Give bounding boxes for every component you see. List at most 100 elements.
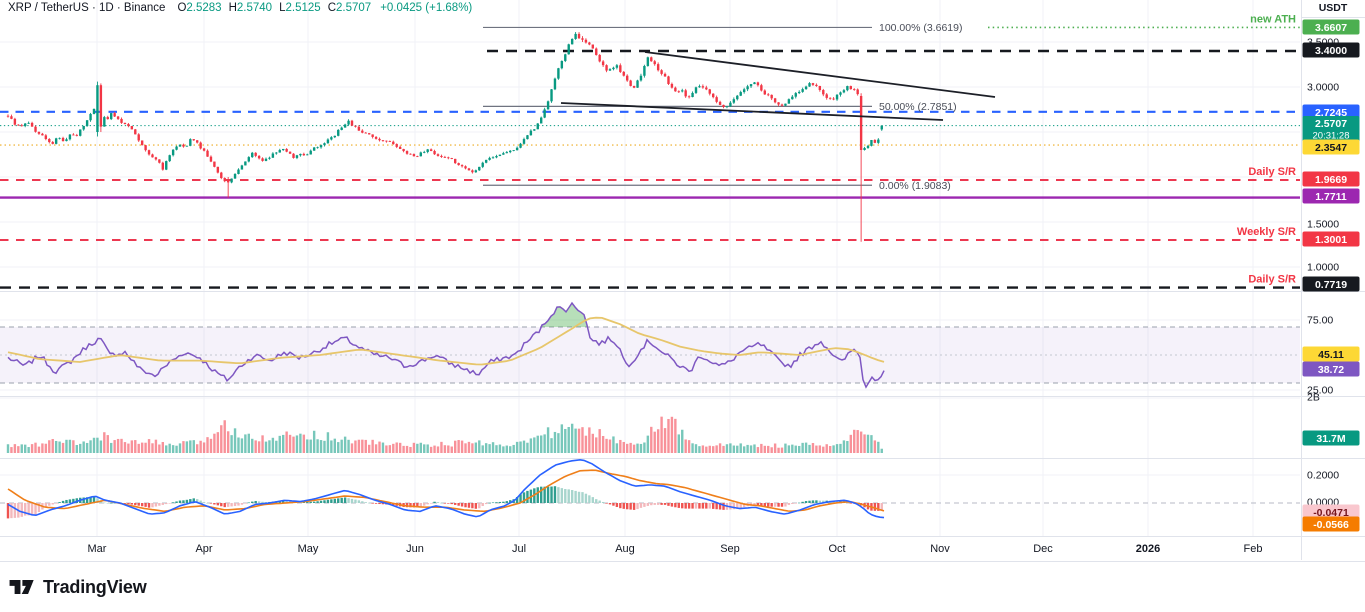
volume-bar (718, 443, 722, 453)
volume-bar (681, 429, 684, 453)
macd-histogram-bar (801, 501, 804, 503)
macd-histogram-bar (137, 503, 140, 506)
candle-body (37, 131, 41, 134)
time-axis-label[interactable]: Oct (828, 543, 845, 555)
macd-histogram-bar (337, 498, 340, 503)
volume-bar (880, 448, 883, 453)
candle-body (226, 179, 230, 183)
candle-body (615, 65, 619, 68)
volume-bar (581, 427, 584, 453)
macd-histogram-bar (110, 502, 113, 504)
macd-histogram-bar (426, 503, 429, 505)
volume-bar (832, 445, 835, 453)
volume-bar (110, 442, 113, 453)
symbol-title[interactable]: XRP / TetherUS · 1D · Binance (8, 2, 166, 14)
macd-histogram-bar (588, 495, 591, 503)
macd-histogram-bar (354, 499, 357, 503)
macd-histogram-bar (175, 501, 178, 503)
macd-histogram-bar (61, 500, 65, 503)
candle-body (588, 42, 591, 45)
trendline[interactable] (560, 102, 944, 121)
candle-body (92, 109, 96, 114)
rsi-badge (1302, 361, 1360, 377)
candle-body (416, 156, 419, 158)
macd-histogram-bar (10, 503, 13, 519)
volume-bar (402, 445, 405, 453)
rsi-badge (1302, 346, 1360, 362)
candle-body (746, 86, 749, 90)
macd-histogram-bar (196, 499, 199, 503)
macd-histogram-bar (223, 503, 226, 508)
candle-body (749, 84, 753, 87)
candle-body (175, 146, 178, 150)
candle-body (405, 151, 409, 154)
time-axis-label[interactable]: Mar (88, 543, 107, 555)
time-axis-label[interactable]: Jul (512, 543, 526, 555)
candle-body (519, 143, 522, 148)
candle-body (216, 166, 220, 173)
candle-body (213, 161, 216, 167)
time-axis-label[interactable]: Dec (1033, 543, 1053, 555)
volume-bar (309, 439, 312, 453)
candle-body (323, 143, 326, 146)
time-axis-label[interactable]: Aug (615, 543, 635, 555)
macd-histogram-bar (605, 503, 608, 504)
volume-bar (368, 444, 371, 453)
volume-bar (839, 443, 842, 453)
time-axis-label[interactable]: May (298, 543, 319, 555)
price-badge-text: 2.7245 (1315, 107, 1347, 119)
time-axis-label[interactable]: 2026 (1136, 543, 1160, 555)
macd-histogram-bar (433, 501, 436, 503)
macd-histogram-bar (89, 497, 92, 503)
volume-bar (550, 438, 553, 453)
time-axis-label[interactable]: Feb (1244, 543, 1263, 555)
time-axis-label[interactable]: Jun (406, 543, 424, 555)
volume-bar (140, 442, 144, 453)
macd-histogram-bar (687, 503, 691, 509)
macd-histogram-bar (240, 503, 244, 505)
candle-body (553, 78, 557, 90)
candle-body (877, 139, 880, 143)
candle-body (732, 99, 736, 103)
price-axis-currency-label[interactable]: USDT (1301, 0, 1365, 18)
macd-histogram-bar (681, 503, 684, 509)
trendline[interactable] (644, 51, 996, 98)
macd-histogram-bar (601, 501, 605, 503)
macd-histogram-bar (429, 503, 433, 504)
time-axis-label[interactable]: Apr (195, 543, 212, 555)
volume-bar (254, 440, 257, 453)
tradingview-logo[interactable]: TradingView (8, 575, 147, 599)
volume-bar (244, 434, 247, 453)
macd-histogram-bar (168, 503, 171, 504)
time-axis-label[interactable]: Nov (930, 543, 950, 555)
volume-bar (729, 443, 732, 453)
macd-histogram-bar (474, 503, 478, 509)
volume-bar (302, 434, 306, 453)
volume-bar (44, 443, 48, 453)
macd-histogram-bar (584, 493, 588, 503)
candle-body (419, 152, 422, 157)
candle-body (546, 101, 550, 110)
price-badge (1302, 42, 1360, 58)
volume-bar (756, 447, 760, 453)
candle-body (182, 144, 185, 147)
macd-histogram-bar (48, 503, 51, 506)
volume-bar (454, 440, 457, 453)
volume-bar (725, 444, 729, 453)
candle-body (440, 155, 443, 157)
candle-body (581, 38, 584, 40)
volume-bar (337, 442, 340, 453)
macd-histogram-bar (123, 503, 127, 504)
candle-body (681, 90, 684, 92)
candle-body (443, 156, 447, 158)
volume-bar (674, 418, 677, 453)
volume-bar (691, 443, 694, 453)
volume-bar (667, 418, 670, 453)
time-axis-label[interactable]: Sep (720, 543, 740, 555)
macd-histogram-bar (226, 503, 230, 507)
volume-bar (161, 442, 164, 453)
macd-histogram-bar (103, 502, 106, 504)
macd-histogram-bar (454, 503, 457, 505)
macd-histogram-bar (684, 503, 687, 509)
